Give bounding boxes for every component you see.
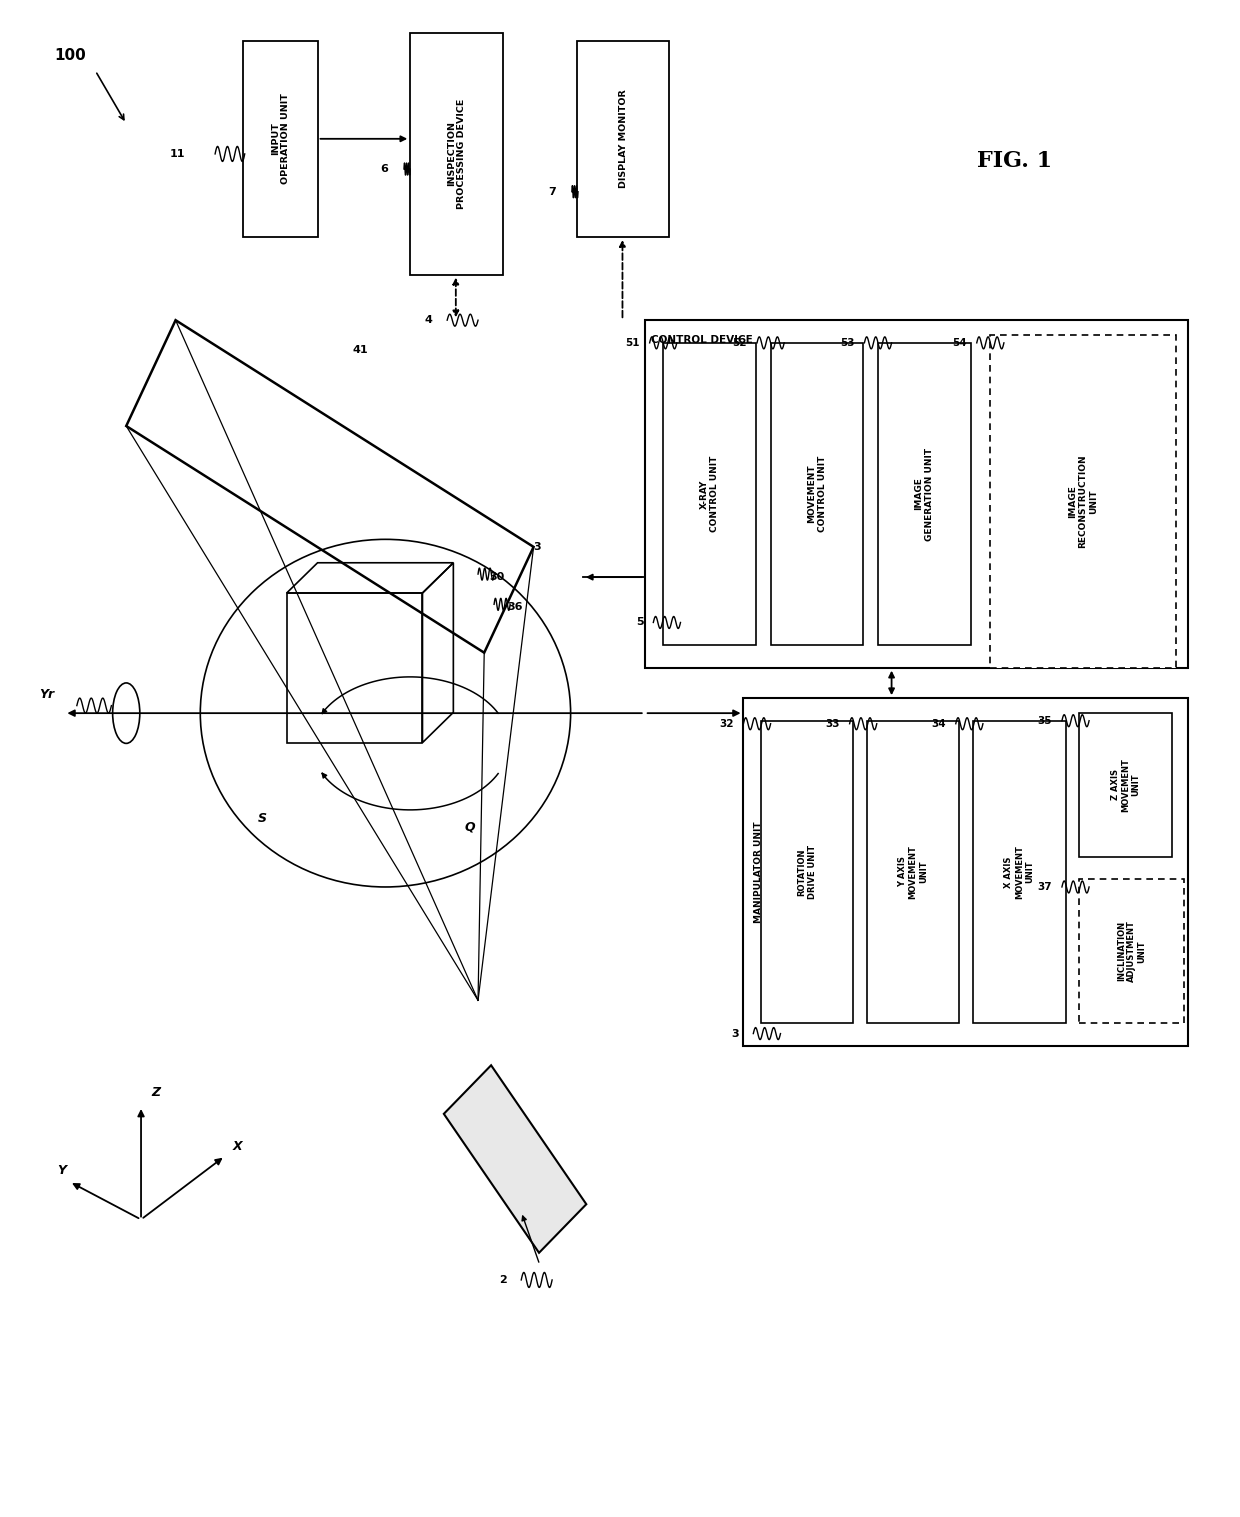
- Text: 41: 41: [353, 346, 368, 355]
- Text: INPUT
OPERATION UNIT: INPUT OPERATION UNIT: [270, 94, 290, 184]
- Bar: [577, 41, 670, 237]
- Text: 100: 100: [55, 49, 87, 64]
- Text: 11: 11: [170, 149, 186, 159]
- Polygon shape: [444, 1065, 587, 1253]
- Text: 34: 34: [931, 719, 946, 728]
- Text: 37: 37: [1038, 881, 1052, 892]
- Bar: [760, 721, 853, 1022]
- Text: 54: 54: [952, 338, 967, 347]
- Text: 4: 4: [424, 316, 433, 325]
- Text: CONTROL DEVICE: CONTROL DEVICE: [651, 335, 753, 346]
- Text: 36: 36: [507, 602, 523, 613]
- Text: 52: 52: [733, 338, 748, 347]
- Text: 30: 30: [489, 572, 505, 583]
- Bar: [1079, 713, 1172, 857]
- Text: X: X: [232, 1139, 242, 1153]
- Text: IMAGE
GENERATION UNIT: IMAGE GENERATION UNIT: [915, 448, 934, 540]
- Bar: [867, 721, 960, 1022]
- Text: 2: 2: [498, 1274, 506, 1285]
- Text: FIG. 1: FIG. 1: [977, 150, 1053, 173]
- Text: 3: 3: [533, 542, 541, 552]
- Ellipse shape: [113, 683, 140, 743]
- Text: Z AXIS
MOVEMENT
UNIT: Z AXIS MOVEMENT UNIT: [1111, 758, 1141, 812]
- Text: Y AXIS
MOVEMENT
UNIT: Y AXIS MOVEMENT UNIT: [898, 845, 928, 898]
- Text: X-RAY
CONTROL UNIT: X-RAY CONTROL UNIT: [699, 455, 719, 532]
- Text: Yr: Yr: [40, 689, 55, 701]
- Text: ROTATION
DRIVE UNIT: ROTATION DRIVE UNIT: [797, 845, 817, 900]
- Bar: [744, 698, 1188, 1045]
- Text: X AXIS
MOVEMENT
UNIT: X AXIS MOVEMENT UNIT: [1004, 845, 1034, 898]
- Bar: [770, 343, 863, 645]
- Bar: [991, 335, 1176, 667]
- Bar: [663, 343, 756, 645]
- Text: 35: 35: [1038, 716, 1052, 725]
- Bar: [243, 41, 317, 237]
- Text: 3: 3: [730, 1029, 739, 1039]
- Text: 53: 53: [839, 338, 854, 347]
- Text: INSPECTION
PROCESSING DEVICE: INSPECTION PROCESSING DEVICE: [446, 99, 466, 209]
- Text: 7: 7: [548, 187, 556, 197]
- Text: MOVEMENT
CONTROL UNIT: MOVEMENT CONTROL UNIT: [807, 455, 827, 532]
- Text: IMAGE
RECONSTRUCTION
UNIT: IMAGE RECONSTRUCTION UNIT: [1068, 455, 1097, 548]
- Text: Q: Q: [464, 821, 475, 833]
- Text: 32: 32: [719, 719, 734, 728]
- Text: DISPLAY MONITOR: DISPLAY MONITOR: [619, 90, 627, 188]
- Text: 33: 33: [826, 719, 839, 728]
- Bar: [878, 343, 971, 645]
- Bar: [973, 721, 1065, 1022]
- Text: 6: 6: [379, 164, 388, 174]
- Text: S: S: [258, 813, 267, 825]
- Bar: [410, 33, 502, 275]
- Text: MANIPULATOR UNIT: MANIPULATOR UNIT: [754, 821, 763, 922]
- Bar: [645, 320, 1188, 667]
- Text: Z: Z: [151, 1086, 160, 1098]
- Bar: [1079, 880, 1184, 1022]
- Text: 51: 51: [625, 338, 640, 347]
- Text: Y: Y: [57, 1164, 66, 1177]
- Text: INCLINATION
ADJUSTMENT
UNIT: INCLINATION ADJUSTMENT UNIT: [1117, 921, 1147, 981]
- Text: 5: 5: [636, 617, 644, 628]
